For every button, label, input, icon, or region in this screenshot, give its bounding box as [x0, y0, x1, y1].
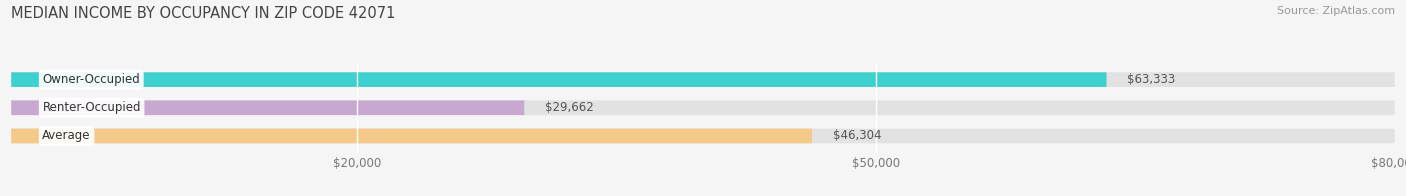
FancyBboxPatch shape: [11, 72, 1395, 87]
Text: MEDIAN INCOME BY OCCUPANCY IN ZIP CODE 42071: MEDIAN INCOME BY OCCUPANCY IN ZIP CODE 4…: [11, 6, 395, 21]
FancyBboxPatch shape: [11, 101, 1395, 115]
Text: Average: Average: [42, 130, 91, 142]
Text: Owner-Occupied: Owner-Occupied: [42, 73, 141, 86]
Text: $29,662: $29,662: [546, 101, 593, 114]
FancyBboxPatch shape: [11, 129, 813, 143]
FancyBboxPatch shape: [11, 72, 1107, 87]
FancyBboxPatch shape: [11, 101, 524, 115]
Text: Source: ZipAtlas.com: Source: ZipAtlas.com: [1277, 6, 1395, 16]
Text: $63,333: $63,333: [1128, 73, 1175, 86]
Text: $46,304: $46,304: [832, 130, 882, 142]
FancyBboxPatch shape: [11, 129, 1395, 143]
Text: Renter-Occupied: Renter-Occupied: [42, 101, 141, 114]
